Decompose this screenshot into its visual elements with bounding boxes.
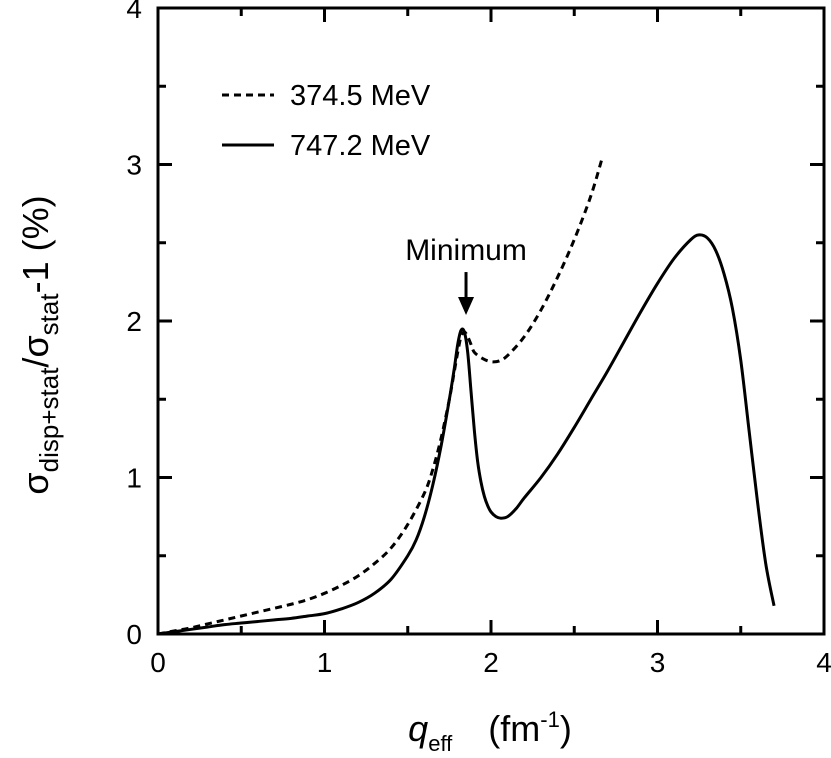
x-tick-label: 3 <box>650 647 666 678</box>
series-line-747-2-mev <box>157 233 776 636</box>
series-line-374-5-mev <box>157 156 604 636</box>
x-tick-label: 0 <box>150 647 166 678</box>
y-tick-label: 1 <box>126 463 142 494</box>
y-tick-label: 3 <box>126 150 142 181</box>
y-tick-label: 0 <box>126 619 142 650</box>
y-axis-sigma-2: σ <box>15 335 56 357</box>
series-layer <box>157 156 776 636</box>
y-axis-sigma-1: σ <box>15 472 56 494</box>
axes-layer: 0 1 2 3 4 0 1 2 3 4 <box>126 0 831 678</box>
y-tick-label: 4 <box>126 0 142 24</box>
annotation-layer: Minimum <box>405 234 527 315</box>
legend-label-374-5-mev: 374.5 MeV <box>290 80 431 112</box>
plot-frame <box>156 6 826 636</box>
x-tick-label: 1 <box>317 647 333 678</box>
x-tick-label: 2 <box>483 647 499 678</box>
x-axis-unit-exponent: -1 <box>540 707 560 732</box>
y-axis-subscript-2: stat <box>34 293 64 336</box>
x-axis-subscript: eff <box>428 731 453 756</box>
y-tick-label: 2 <box>126 306 142 337</box>
x-axis-symbol: q <box>408 708 428 749</box>
x-axis-unit-close: ) <box>560 708 572 749</box>
y-axis-slash: / <box>15 358 56 368</box>
x-axis-unit: (fm <box>488 708 540 749</box>
annotation-minimum-label: Minimum <box>405 234 527 267</box>
y-axis-subscript-1: disp+stat <box>34 367 64 473</box>
x-axis-title: qeff (fm-1) <box>408 707 572 756</box>
y-axis-tail: -1 (%) <box>15 195 56 293</box>
annotation-arrow-head <box>458 297 475 315</box>
y-axis-title: σdisp+stat/σstat-1 (%) <box>15 195 64 494</box>
legend: 374.5 MeV 747.2 MeV <box>222 80 431 162</box>
legend-label-747-2-mev: 747.2 MeV <box>290 130 431 162</box>
x-tick-label: 4 <box>816 647 831 678</box>
